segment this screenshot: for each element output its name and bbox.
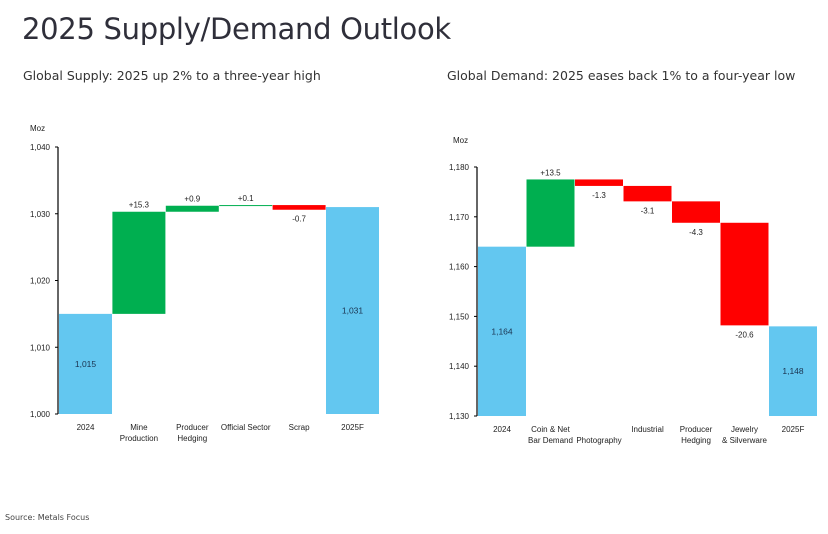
demand-category-label: Hedging bbox=[681, 436, 711, 445]
demand-y-tick-label: 1,150 bbox=[449, 312, 470, 321]
demand-bar-increase bbox=[526, 179, 575, 247]
demand-category-label: Bar Demand bbox=[528, 436, 573, 445]
supply-bar-increase bbox=[165, 205, 219, 212]
demand-bar-decrease bbox=[575, 179, 623, 186]
supply-category-label: Mine bbox=[130, 423, 148, 432]
demand-waterfall-chart: Moz 1,130 1,140 1,150 1,160 1,170 1,180 1,164 20… bbox=[449, 136, 817, 445]
supply-data-label: +0.1 bbox=[238, 194, 254, 203]
supply-category-label: Hedging bbox=[177, 434, 207, 443]
demand-data-label: -1.3 bbox=[592, 191, 606, 200]
demand-data-label: -3.1 bbox=[641, 206, 655, 215]
source-note: Source: Metals Focus bbox=[5, 513, 90, 522]
supply-bar-increase bbox=[112, 211, 166, 314]
supply-category-label: Official Sector bbox=[221, 423, 271, 432]
demand-category-label: & Silverware bbox=[722, 436, 767, 445]
demand-category-label: Industrial bbox=[631, 425, 664, 434]
demand-category-label: Jewelry bbox=[731, 425, 758, 434]
supply-y-tick-label: 1,010 bbox=[30, 343, 51, 352]
demand-y-tick-label: 1,170 bbox=[449, 213, 470, 222]
supply-y-tick-label: 1,000 bbox=[30, 410, 51, 419]
demand-data-label: -20.6 bbox=[735, 330, 754, 339]
supply-category-label: 2024 bbox=[77, 423, 95, 432]
demand-bar-decrease bbox=[623, 185, 672, 202]
supply-bar-total bbox=[326, 207, 379, 414]
demand-bar-total bbox=[478, 246, 526, 416]
supply-category-label: Producer bbox=[176, 423, 209, 432]
supply-y-tick-label: 1,020 bbox=[30, 277, 51, 286]
demand-data-label: 1,148 bbox=[782, 366, 804, 376]
supply-data-label: +15.3 bbox=[129, 201, 150, 210]
supply-data-label: -0.7 bbox=[292, 215, 306, 224]
supply-data-label: 1,015 bbox=[75, 359, 97, 369]
demand-data-label: -4.3 bbox=[689, 228, 703, 237]
supply-data-label: 1,031 bbox=[342, 306, 364, 316]
supply-y-tick-label: 1,040 bbox=[30, 143, 51, 152]
supply-data-label: +0.9 bbox=[184, 195, 200, 204]
demand-y-tick-label: 1,130 bbox=[449, 412, 470, 421]
demand-category-label: 2024 bbox=[493, 425, 511, 434]
page-title: 2025 Supply/Demand Outlook bbox=[22, 12, 451, 46]
supply-bar-decrease bbox=[272, 205, 326, 210]
supply-category-label: 2025F bbox=[341, 423, 364, 432]
demand-category-label: Photography bbox=[576, 436, 621, 445]
demand-y-tick-label: 1,160 bbox=[449, 263, 470, 272]
demand-chart-title: Global Demand: 2025 eases back 1% to a f… bbox=[447, 68, 796, 83]
demand-bar-total bbox=[769, 326, 817, 416]
demand-data-label: 1,164 bbox=[491, 326, 513, 336]
demand-bar-decrease bbox=[672, 201, 720, 223]
supply-waterfall-chart: Moz 1,000 1,010 1,020 1,030 1,040 1,015 2024 +15… bbox=[30, 124, 379, 443]
supply-category-label: Production bbox=[120, 434, 158, 443]
demand-category-label: Coin & Net bbox=[531, 425, 570, 434]
supply-y-axis-unit: Moz bbox=[30, 124, 45, 133]
supply-category-label: Scrap bbox=[289, 423, 310, 432]
demand-bar-decrease bbox=[720, 222, 769, 326]
demand-data-label: +13.5 bbox=[540, 168, 561, 177]
demand-y-tick-label: 1,180 bbox=[449, 163, 470, 172]
demand-y-tick-label: 1,140 bbox=[449, 362, 470, 371]
supply-bar-increase bbox=[219, 205, 273, 207]
demand-category-label: 2025F bbox=[782, 425, 805, 434]
demand-y-axis-unit: Moz bbox=[453, 136, 468, 145]
supply-bar-total bbox=[59, 313, 112, 414]
supply-y-tick-label: 1,030 bbox=[30, 210, 51, 219]
demand-category-label: Producer bbox=[680, 425, 713, 434]
supply-chart-title: Global Supply: 2025 up 2% to a three-yea… bbox=[23, 68, 321, 83]
